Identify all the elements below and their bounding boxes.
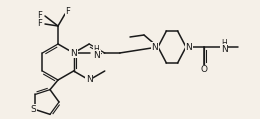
Text: H: H: [94, 45, 100, 54]
Text: H: H: [221, 39, 227, 47]
Text: O: O: [200, 65, 207, 74]
Text: F: F: [66, 7, 70, 17]
Text: N: N: [186, 42, 192, 52]
Text: N: N: [70, 49, 77, 57]
Text: F: F: [37, 20, 42, 28]
Text: N: N: [86, 75, 93, 84]
Text: N: N: [221, 45, 228, 54]
Text: N: N: [93, 50, 100, 60]
Text: S: S: [31, 105, 36, 114]
Text: F: F: [37, 12, 42, 20]
Text: N: N: [152, 42, 158, 52]
